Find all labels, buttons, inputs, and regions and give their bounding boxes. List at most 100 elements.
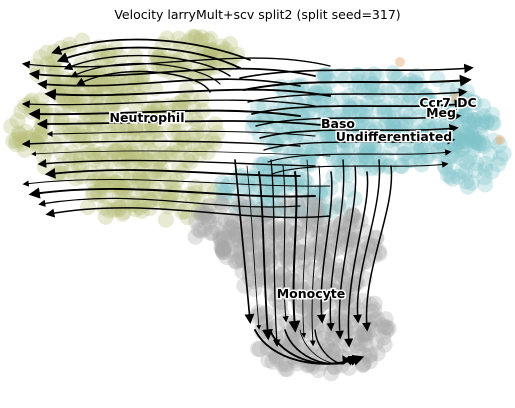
cell-point: [235, 229, 252, 246]
cell-point: [317, 67, 334, 84]
cell-point: [465, 141, 482, 158]
cell-point: [419, 118, 436, 135]
cell-point: [302, 292, 319, 309]
streamline: [44, 168, 301, 179]
cell-point: [476, 138, 493, 154]
cell-point: [230, 168, 247, 185]
cell-point: [470, 134, 486, 151]
cell-point: [352, 213, 369, 229]
cell-point: [364, 76, 381, 93]
cell-point: [229, 200, 246, 217]
cell-point: [305, 261, 322, 278]
cell-point: [295, 244, 312, 261]
cell-point: [223, 219, 239, 236]
cell-point: [386, 120, 403, 137]
cell-point: [271, 195, 288, 212]
cell-point: [349, 324, 366, 341]
cell-point: [59, 93, 76, 110]
cell-point: [320, 280, 337, 297]
cell-point: [213, 232, 230, 249]
cell-point: [285, 349, 302, 366]
cell-point: [321, 145, 338, 161]
cell-point: [226, 213, 243, 230]
cell-point: [463, 125, 480, 142]
cell-point: [248, 207, 265, 223]
streamline: [309, 165, 321, 347]
cell-point: [266, 133, 282, 150]
cell-point: [461, 116, 478, 133]
cell-point: [127, 201, 144, 218]
cell-point: [333, 305, 350, 322]
cell-point: [114, 205, 131, 222]
cell-point: [187, 29, 204, 45]
cell-point: [230, 251, 247, 268]
cell-point: [332, 215, 349, 232]
cell-point: [457, 137, 474, 154]
cell-point: [410, 124, 427, 141]
cell-point: [256, 197, 273, 213]
cell-point: [294, 108, 311, 125]
cell-point: [257, 223, 274, 240]
cell-point: [275, 170, 291, 186]
cell-point: [458, 125, 475, 142]
cell-point: [141, 141, 157, 158]
cell-point: [323, 365, 340, 382]
cell-point: [279, 248, 296, 265]
cell-point: [122, 145, 139, 162]
cell-point: [380, 158, 397, 175]
cell-point: [123, 155, 140, 172]
cell-point: [295, 218, 312, 235]
cell-point: [413, 156, 430, 173]
cell-point: [146, 170, 163, 187]
cell-point: [387, 96, 404, 113]
cluster-label-meg: Meg: [426, 105, 456, 120]
cell-point: [212, 194, 229, 210]
cell-point: [393, 92, 410, 109]
cell-point: [365, 247, 382, 264]
cell-point: [236, 237, 253, 254]
cell-point: [365, 148, 382, 165]
cell-point: [419, 88, 436, 105]
cell-point: [318, 241, 335, 258]
cell-point: [411, 108, 428, 125]
streamline: [22, 178, 331, 187]
cell-point: [216, 227, 233, 244]
cell-point: [270, 115, 286, 132]
streamline: [44, 88, 331, 101]
cell-point: [458, 107, 475, 124]
cell-point: [206, 184, 223, 201]
cell-point: [148, 190, 165, 207]
cell-point: [217, 212, 234, 228]
cell-point: [363, 124, 380, 141]
cell-point: [157, 145, 174, 161]
cell-point: [267, 273, 284, 289]
cell-point: [452, 133, 469, 150]
cell-point: [323, 119, 340, 136]
cell-point: [135, 174, 152, 191]
cell-point: [359, 108, 375, 125]
cell-point: [118, 143, 135, 160]
cell-point: [308, 203, 325, 220]
cell-point: [378, 116, 395, 133]
cell-point: [378, 319, 395, 336]
cell-point: [323, 310, 340, 327]
cell-point: [470, 111, 487, 128]
streamline: [258, 171, 273, 341]
cell-point: [378, 322, 395, 339]
cell-point: [377, 311, 394, 328]
cell-point: [306, 276, 322, 293]
cell-point: [270, 176, 287, 193]
cell-point: [369, 310, 386, 327]
cell-point: [349, 66, 366, 83]
cell-point: [72, 127, 89, 144]
cell-point: [364, 76, 381, 92]
cell-point: [333, 131, 350, 148]
cell-point: [93, 178, 110, 195]
cell-point: [319, 128, 336, 145]
cell-point: [32, 127, 49, 144]
cell-point: [309, 140, 326, 157]
cell-point: [421, 95, 438, 111]
cell-point: [185, 136, 202, 153]
cell-point: [273, 273, 290, 290]
cell-point: [369, 87, 386, 104]
